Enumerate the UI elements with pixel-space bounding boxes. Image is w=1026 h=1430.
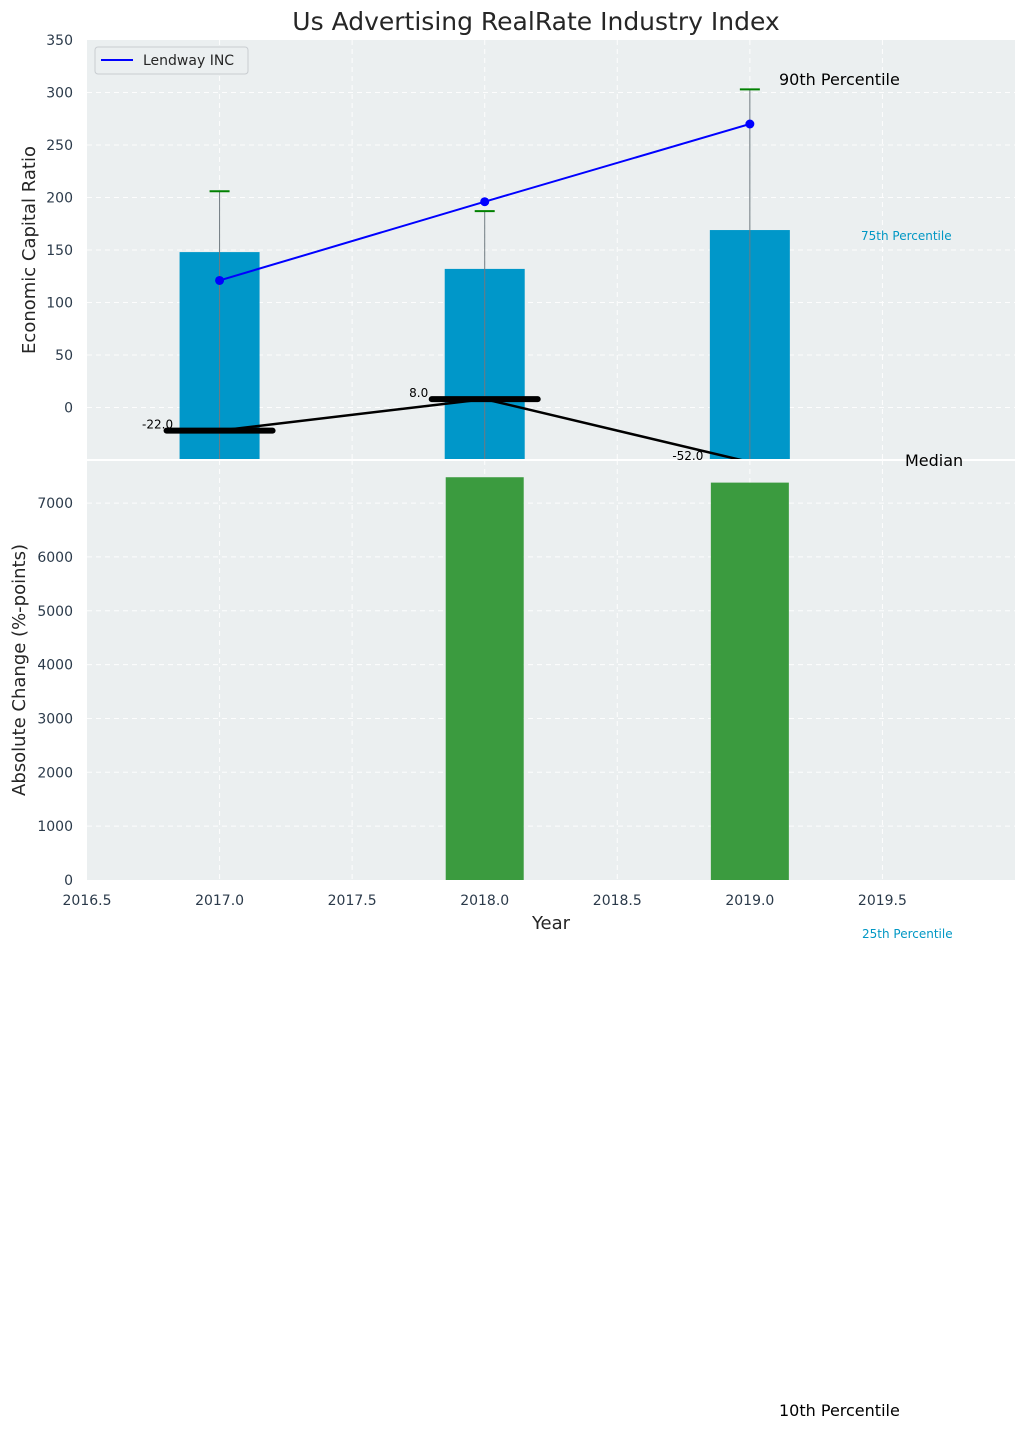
bottom-y-tick-label: 2000 (37, 765, 73, 781)
x-tick-label: 2018.5 (593, 893, 642, 909)
x-tick-label: 2018.0 (460, 893, 509, 909)
top-y-tick-label: 350 (46, 33, 73, 49)
top-y-tick-label: 50 (55, 348, 73, 364)
x-ticks: 2016.5 2017.0 2017.5 2018.0 2018.5 2019.0 2019… (63, 893, 907, 909)
bottom-y-tick-label: 6000 (37, 550, 73, 566)
annotation-10th-percentile: 10th Percentile (779, 1401, 900, 1420)
legend-entry-company: Lendway INC (143, 53, 234, 69)
top-y-tick-label: 200 (46, 191, 73, 207)
bottom-y-axis-label: Absolute Change (%-points) (9, 544, 30, 796)
median-value-label: 8.0 (409, 386, 428, 400)
x-axis-label: Year (531, 913, 571, 934)
chart-title: Us Advertising RealRate Industry Index (292, 7, 779, 36)
company-point (745, 119, 755, 129)
legend-box (94, 46, 249, 75)
bottom-y-tick-label: 1000 (37, 819, 73, 835)
percentile-whiskers (209, 88, 760, 460)
median-series (163, 396, 805, 460)
median-value-label: -22.0 (142, 418, 173, 432)
top-y-tick-label: 150 (46, 243, 73, 259)
bottom-y-ticks: 0 1000 2000 3000 4000 5000 6000 7000 (37, 496, 73, 889)
annotation-25th-percentile: 25th Percentile (862, 927, 953, 941)
top-y-tick-label: 100 (46, 296, 73, 312)
top-y-tick-label: 250 (46, 138, 73, 154)
bottom-y-tick-label: 5000 (37, 604, 73, 620)
x-tick-label: 2016.5 (63, 893, 112, 909)
bottom-gridlines (87, 460, 1015, 880)
bottom-panel-background (87, 460, 1015, 880)
bottom-y-tick-label: 4000 (37, 658, 73, 674)
absolute-change-bar (445, 477, 524, 880)
bottom-bars (445, 477, 789, 880)
x-tick-label: 2017.0 (195, 893, 244, 909)
company-point (215, 275, 225, 285)
annotation-median: Median (905, 451, 963, 470)
top-y-tick-label: 0 (64, 401, 73, 417)
x-tick-label: 2019.5 (858, 893, 907, 909)
bottom-y-tick-label: 0 (64, 873, 73, 889)
company-series (215, 119, 755, 285)
legend: Lendway INC (94, 46, 249, 75)
bottom-y-tick-label: 7000 (37, 496, 73, 512)
x-tick-label: 2017.5 (328, 893, 377, 909)
annotation-90th-percentile: 90th Percentile (779, 70, 900, 89)
bottom-y-tick-label: 3000 (37, 711, 73, 727)
top-y-ticks: 0 50 100 150 200 250 300 350 (46, 33, 73, 417)
company-point (480, 197, 490, 207)
top-y-tick-label: 300 (46, 86, 73, 102)
annotation-75th-percentile: 75th Percentile (861, 229, 952, 243)
absolute-change-bar (710, 482, 789, 880)
x-tick-label: 2019.0 (725, 893, 774, 909)
top-y-axis-label: Economic Capital Ratio (19, 146, 40, 354)
median-value-label: -52.0 (672, 449, 703, 463)
